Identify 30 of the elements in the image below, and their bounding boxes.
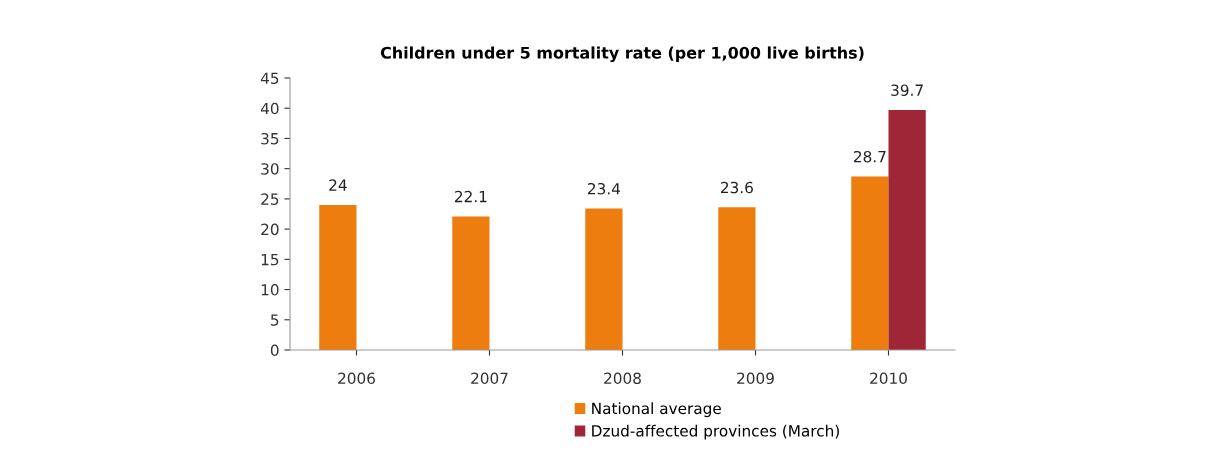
y-tick-label: 10	[261, 284, 279, 296]
y-tick-label: 25	[261, 193, 279, 205]
y-tick-label: 0	[270, 344, 279, 357]
y-tick-label: 30	[261, 163, 279, 175]
x-tick-label: 2008	[604, 372, 641, 385]
x-tick-label: 2007	[471, 372, 508, 385]
data-label: 22.1	[454, 190, 487, 203]
y-tick-label: 15	[261, 254, 279, 266]
legend-label: Dzud-affected provinces (March)	[592, 424, 839, 440]
chart-title: Children under 5 mortality rate (per 1,000 live births)	[380, 46, 864, 62]
legend-label: National average	[592, 402, 721, 418]
y-tick-label: 40	[260, 102, 279, 115]
data-label: 28.7	[853, 150, 886, 163]
x-tick-label: 2010	[870, 372, 907, 385]
bar	[452, 216, 490, 350]
x-tick-label: 2006	[338, 372, 375, 385]
bar	[319, 204, 357, 350]
data-label: 24	[329, 179, 347, 191]
bar	[851, 176, 889, 350]
y-tick-label: 35	[261, 132, 279, 145]
data-label: 23.6	[720, 181, 753, 194]
x-tick-label: 2009	[737, 372, 774, 385]
data-label: 39.7	[891, 84, 923, 96]
data-label: 23.4	[587, 182, 621, 195]
y-tick-label: 5	[271, 314, 279, 326]
bar	[718, 207, 756, 350]
y-tick-label: 20	[261, 223, 279, 236]
bar	[888, 110, 926, 350]
y-tick-label: 45	[260, 72, 279, 85]
bar	[585, 208, 623, 350]
